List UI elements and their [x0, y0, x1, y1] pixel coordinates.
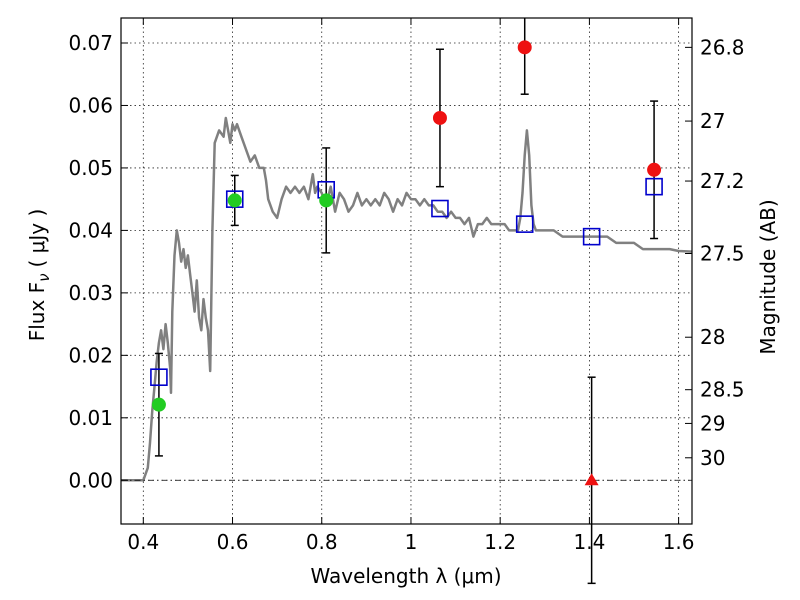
y-tick-label-1: 0.01 [68, 406, 113, 430]
circle-marker-2-2 [648, 163, 661, 176]
y-axis-title-unit: ( μJy ) [25, 209, 49, 268]
mag-tick-label-5: 28.5 [700, 378, 745, 402]
y-tick-label-5: 0.05 [68, 156, 113, 180]
triangle-marker-0 [585, 473, 599, 485]
y-tick-label-2: 0.02 [68, 343, 113, 367]
x-tick-label-1: 0.6 [217, 530, 249, 554]
circle-marker-1-2 [320, 194, 333, 207]
y-tick-label-6: 0.06 [68, 93, 113, 117]
y-axis-title: Flux Fν ( μJy ) [25, 209, 53, 342]
x-tick-label-0: 0.4 [127, 530, 159, 554]
magnitude-tick-labels: 26.8 27 27.2 27.5 28 28.5 29 30 [700, 35, 745, 469]
sed-chart: 0.4 0.6 0.8 1 1.2 1.4 1.6 0.00 0.01 0.02 0.03 0.04… [0, 0, 800, 600]
grid [121, 18, 692, 524]
x-axis-title: Wavelength λ (μm) [310, 564, 501, 588]
y-tick-label-3: 0.03 [68, 281, 113, 305]
x-tick-labels: 0.4 0.6 0.8 1 1.2 1.4 1.6 [127, 530, 694, 554]
plot-frame [121, 18, 692, 524]
y-axis-title-main: Flux F [25, 282, 49, 341]
mag-tick-label-3: 27.5 [700, 242, 745, 266]
circle-marker-2-0 [433, 111, 446, 124]
x-tick-label-4: 1.2 [484, 530, 516, 554]
error-bars [155, 18, 658, 583]
mag-tick-label-0: 26.8 [700, 35, 745, 59]
magnitude-axis-title: Magnitude (AB) [756, 199, 780, 354]
y-axis-title-sub: ν [35, 273, 53, 281]
mag-tick-label-6: 29 [700, 411, 725, 435]
mag-tick-label-7: 30 [700, 446, 725, 470]
y-tick-labels: 0.00 0.01 0.02 0.03 0.04 0.05 0.06 0.07 [68, 31, 113, 492]
mag-tick-label-4: 28 [700, 325, 725, 349]
spectrum-line [121, 118, 692, 480]
axes [121, 18, 692, 524]
y-tick-label-0: 0.00 [68, 468, 113, 492]
circle-marker-1-1 [228, 194, 241, 207]
x-tick-label-2: 0.8 [306, 530, 338, 554]
x-tick-label-3: 1 [405, 530, 418, 554]
x-tick-label-5: 1.4 [573, 530, 605, 554]
data-markers [151, 41, 662, 485]
y-tick-label-4: 0.04 [68, 218, 113, 242]
x-tick-label-6: 1.6 [663, 530, 695, 554]
template-spectrum [121, 118, 692, 480]
mag-tick-label-2: 27.2 [700, 169, 745, 193]
y-tick-label-7: 0.07 [68, 31, 113, 55]
circle-marker-1-0 [152, 398, 165, 411]
circle-marker-2-1 [518, 41, 531, 54]
mag-tick-label-1: 27 [700, 109, 725, 133]
